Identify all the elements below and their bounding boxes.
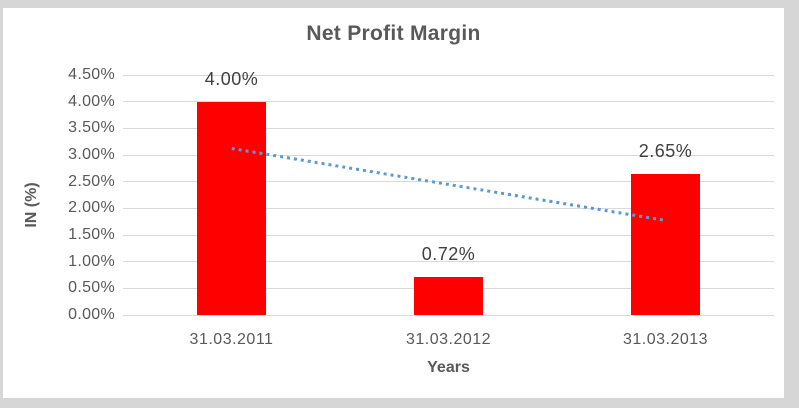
bar <box>631 173 700 315</box>
gridline <box>123 314 774 316</box>
trendline-segment <box>231 146 666 222</box>
bar-data-label: 2.65% <box>638 140 693 161</box>
gridline <box>123 154 774 156</box>
gridline <box>123 101 774 103</box>
y-tick-label: 0.50% <box>68 279 115 297</box>
bar <box>414 276 483 315</box>
x-tick-label: 31.03.2013 <box>622 331 709 348</box>
gridline <box>123 74 774 76</box>
y-tick-label: 1.00% <box>68 252 115 270</box>
chart-title: Net Profit Margin <box>306 22 481 45</box>
bar <box>197 101 266 315</box>
x-axis-title: Years <box>427 359 470 376</box>
gridline <box>123 127 774 129</box>
gridline <box>123 261 774 263</box>
y-tick-label: 4.50% <box>68 66 115 83</box>
y-tick-label: 1.50% <box>68 226 115 243</box>
y-tick-label: 3.50% <box>68 119 115 137</box>
x-tick-label: 31.03.2012 <box>405 331 492 348</box>
bar-data-label: 0.72% <box>421 243 476 264</box>
y-tick-label: 2.50% <box>68 172 115 190</box>
gridline <box>123 207 774 209</box>
y-tick-label: 4.00% <box>68 92 115 110</box>
bar-data-label: 4.00% <box>204 68 259 89</box>
y-tick-label: 3.00% <box>68 146 115 163</box>
y-tick-label: 0.00% <box>68 306 115 323</box>
plot-area: 4.00% 0.72% 2.65% <box>123 70 774 316</box>
chart-area: Net Profit Margin IN (%) 0.00% 0.50% 1.00%… <box>3 8 784 398</box>
gridline <box>123 234 774 236</box>
y-tick-label: 2.00% <box>68 199 115 217</box>
x-tick-label: 31.03.2011 <box>189 331 274 348</box>
gridline <box>123 181 774 183</box>
